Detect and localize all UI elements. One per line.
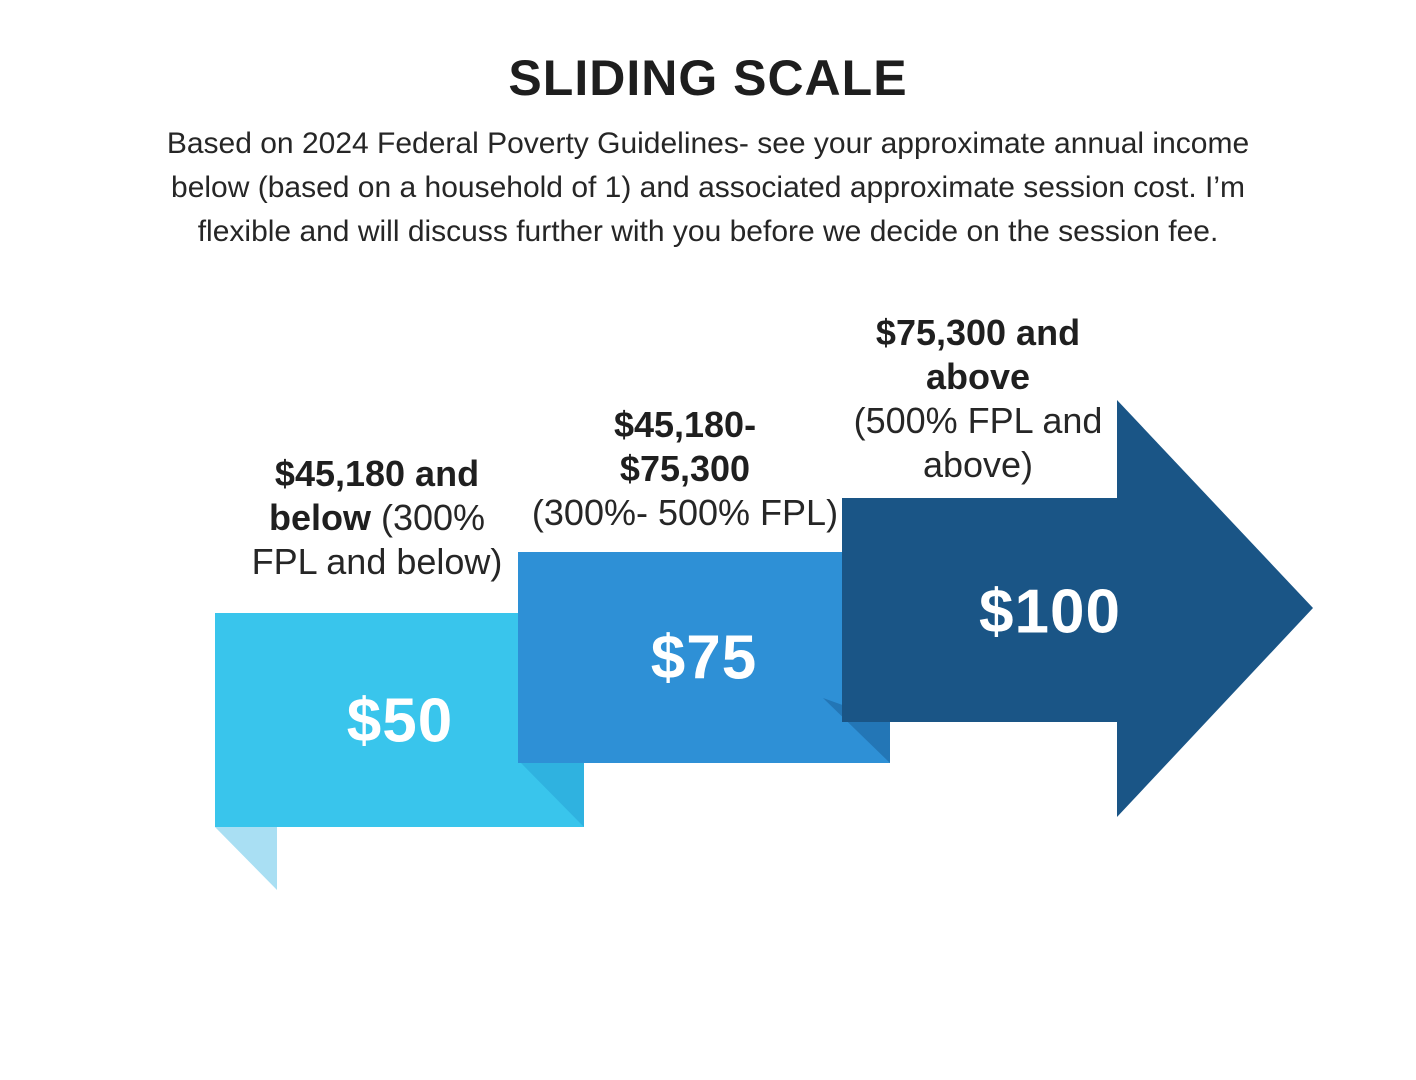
tier3-income-label: $75,300 and above (500% FPL and above) xyxy=(828,311,1128,487)
tier1-label-line: below (300% xyxy=(268,497,486,538)
subtitle-line: flexible and will discuss further with y… xyxy=(197,215,1219,248)
tier3-arrow-shape xyxy=(842,400,1313,817)
tier2-label-line: $75,300 xyxy=(619,448,751,489)
tier2-income-label: $45,180- $75,300 (300%- 500% FPL) xyxy=(525,403,845,535)
tier1-income-label: $45,180 and below (300% FPL and below) xyxy=(237,452,517,584)
tier3-label-line: above xyxy=(925,356,1031,397)
tier1-banner-tail-fold xyxy=(215,827,277,890)
tier2-banner-shape xyxy=(518,552,890,763)
tier3-price: $100 xyxy=(979,577,1121,647)
page-title: SLIDING SCALE xyxy=(508,50,908,106)
tier3-label-line: (500% FPL and xyxy=(853,400,1103,441)
tier1-label-line: $45,180 and xyxy=(274,453,480,494)
tier3-label-line: $75,300 and xyxy=(875,312,1081,353)
tier1-banner-right-fold xyxy=(520,762,584,827)
tier2-label-line: (300%- 500% FPL) xyxy=(531,492,839,533)
tier1-label-line: FPL and below) xyxy=(251,541,503,582)
tier2-label-line: $45,180- xyxy=(613,404,757,445)
tier2-banner-right-fold xyxy=(823,698,890,763)
subtitle-line: Based on 2024 Federal Poverty Guidelines… xyxy=(166,127,1250,160)
subtitle: Based on 2024 Federal Poverty Guidelines… xyxy=(78,122,1338,254)
tier1-price: $50 xyxy=(346,686,454,756)
tier2-price: $75 xyxy=(650,623,758,693)
tier3-label-line: above) xyxy=(922,444,1034,485)
subtitle-line: below (based on a household of 1) and as… xyxy=(171,171,1245,204)
tier1-banner-shape xyxy=(215,613,584,827)
